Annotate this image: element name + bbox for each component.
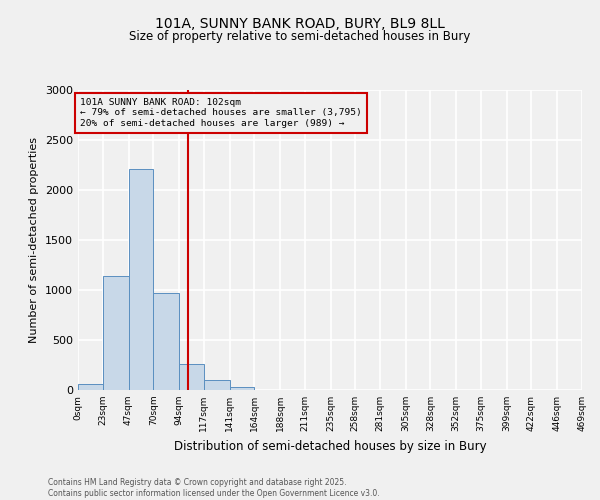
Y-axis label: Number of semi-detached properties: Number of semi-detached properties (29, 137, 40, 343)
X-axis label: Distribution of semi-detached houses by size in Bury: Distribution of semi-detached houses by … (173, 440, 487, 452)
Bar (230, 386, 254, 390)
Bar (78, 384, 103, 390)
Bar (204, 380, 230, 390)
Text: 101A, SUNNY BANK ROAD, BURY, BL9 8LL: 101A, SUNNY BANK ROAD, BURY, BL9 8LL (155, 18, 445, 32)
Text: 101A SUNNY BANK ROAD: 102sqm
← 79% of semi-detached houses are smaller (3,795)
2: 101A SUNNY BANK ROAD: 102sqm ← 79% of se… (80, 98, 362, 128)
Bar (128, 169, 153, 390)
Bar (179, 364, 204, 390)
Text: Size of property relative to semi-detached houses in Bury: Size of property relative to semi-detach… (130, 30, 470, 43)
Text: Contains HM Land Registry data © Crown copyright and database right 2025.
Contai: Contains HM Land Registry data © Crown c… (48, 478, 380, 498)
Bar (103, 276, 128, 390)
Bar (153, 293, 179, 390)
